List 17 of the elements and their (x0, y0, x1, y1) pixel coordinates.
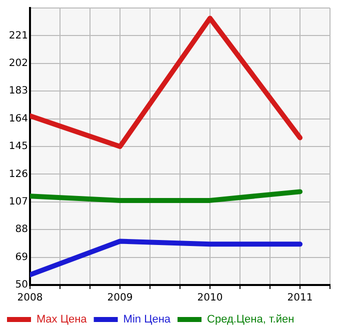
y-tick-label: 69 (15, 252, 28, 263)
y-tick-label: 50 (15, 280, 28, 291)
y-tick-label: 126 (8, 168, 28, 180)
y-tick-label: 221 (8, 30, 28, 42)
legend-label: Max Цена (36, 314, 88, 326)
y-tick-label: 183 (8, 86, 28, 97)
y-tick-label: 202 (8, 58, 28, 69)
y-tick-label: 164 (8, 113, 28, 124)
legend-label: Min Цена (123, 314, 172, 326)
y-tick-label: 88 (15, 224, 28, 236)
y-tick-label: 107 (8, 196, 28, 208)
x-tick-label: 2010 (197, 292, 223, 304)
y-tick-label: 145 (8, 141, 28, 152)
x-tick-label: 2008 (17, 292, 43, 304)
x-tick-label: 2009 (107, 292, 133, 304)
x-tick-label: 2011 (287, 292, 313, 304)
legend-label: Сред.Цена, т.йен (207, 314, 294, 326)
